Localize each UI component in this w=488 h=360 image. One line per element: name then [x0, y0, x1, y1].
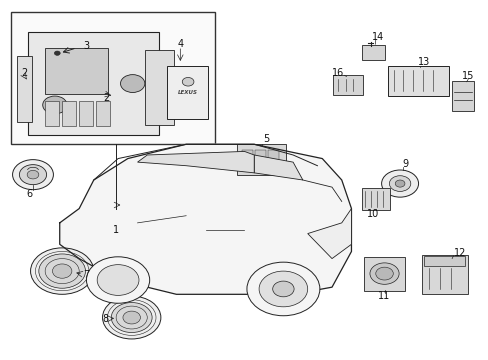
- FancyBboxPatch shape: [363, 257, 404, 291]
- Circle shape: [52, 264, 72, 278]
- FancyBboxPatch shape: [17, 56, 32, 122]
- Circle shape: [259, 271, 307, 307]
- Text: 8: 8: [102, 314, 109, 324]
- FancyBboxPatch shape: [451, 81, 472, 111]
- Text: 2: 2: [21, 68, 28, 78]
- Circle shape: [182, 77, 194, 86]
- Bar: [96, 102, 110, 126]
- FancyBboxPatch shape: [421, 255, 467, 294]
- Circle shape: [381, 170, 418, 197]
- Text: 2: 2: [102, 93, 109, 103]
- Text: 9: 9: [402, 159, 408, 169]
- FancyBboxPatch shape: [424, 256, 464, 266]
- Circle shape: [394, 180, 404, 187]
- Bar: [166, 66, 207, 119]
- FancyBboxPatch shape: [332, 75, 362, 95]
- FancyBboxPatch shape: [237, 144, 285, 175]
- Circle shape: [375, 267, 392, 280]
- FancyBboxPatch shape: [144, 50, 174, 125]
- Text: 13: 13: [417, 57, 429, 67]
- Circle shape: [13, 159, 53, 190]
- Bar: [242, 150, 252, 171]
- Text: 5: 5: [263, 134, 269, 144]
- Circle shape: [122, 311, 140, 324]
- Text: 12: 12: [453, 248, 466, 258]
- Polygon shape: [307, 208, 351, 258]
- Circle shape: [388, 176, 410, 192]
- Text: 14: 14: [371, 32, 384, 42]
- Polygon shape: [137, 152, 254, 173]
- Text: 7: 7: [83, 270, 89, 280]
- Circle shape: [111, 302, 152, 333]
- Text: 4: 4: [177, 39, 183, 49]
- Circle shape: [120, 75, 144, 93]
- FancyBboxPatch shape: [28, 32, 159, 135]
- Bar: [255, 150, 265, 171]
- Text: 6: 6: [26, 189, 33, 199]
- Polygon shape: [254, 155, 302, 180]
- Circle shape: [20, 165, 46, 185]
- Circle shape: [97, 265, 139, 296]
- Circle shape: [102, 296, 161, 339]
- Text: 10: 10: [366, 209, 379, 219]
- FancyBboxPatch shape: [11, 12, 215, 144]
- Text: 11: 11: [378, 291, 390, 301]
- Circle shape: [246, 262, 319, 316]
- Circle shape: [30, 248, 94, 294]
- Circle shape: [54, 51, 60, 55]
- Bar: [62, 102, 76, 126]
- Text: 3: 3: [83, 41, 89, 51]
- Text: 1: 1: [112, 225, 119, 235]
- Text: 16: 16: [331, 68, 344, 78]
- Circle shape: [39, 254, 85, 288]
- Text: LEXUS: LEXUS: [178, 90, 198, 95]
- Bar: [79, 102, 93, 126]
- Circle shape: [27, 170, 39, 179]
- Polygon shape: [60, 144, 351, 294]
- Circle shape: [369, 263, 398, 284]
- FancyBboxPatch shape: [362, 45, 384, 60]
- Circle shape: [272, 281, 293, 297]
- FancyBboxPatch shape: [362, 188, 389, 210]
- Bar: [268, 150, 279, 171]
- Bar: [45, 48, 108, 94]
- FancyBboxPatch shape: [387, 66, 448, 96]
- Circle shape: [42, 96, 67, 114]
- Bar: [45, 102, 59, 126]
- Text: 15: 15: [461, 71, 473, 81]
- Circle shape: [86, 257, 149, 303]
